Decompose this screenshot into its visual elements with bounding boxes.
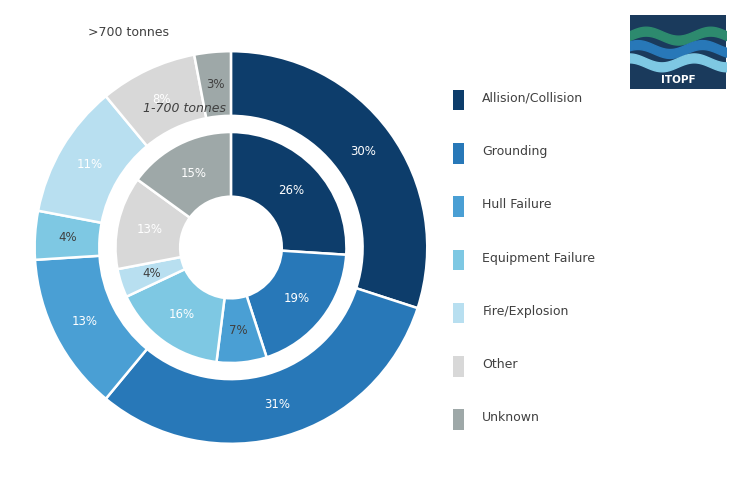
Text: 3%: 3%	[206, 78, 225, 91]
Bar	[453, 356, 464, 377]
Text: 1-700 tonnes: 1-700 tonnes	[143, 102, 226, 115]
Wedge shape	[194, 51, 231, 118]
Text: Equipment Failure: Equipment Failure	[482, 251, 595, 264]
Text: Other: Other	[482, 358, 518, 371]
Text: 7%: 7%	[229, 324, 248, 337]
Text: 19%: 19%	[284, 292, 310, 305]
Text: 4%: 4%	[142, 267, 161, 280]
Text: Hull Failure: Hull Failure	[482, 198, 552, 211]
Wedge shape	[115, 180, 190, 269]
Wedge shape	[231, 132, 346, 255]
Text: >700 tonnes: >700 tonnes	[88, 26, 169, 39]
Bar	[453, 409, 464, 430]
Wedge shape	[127, 269, 224, 362]
Text: 30%: 30%	[351, 145, 376, 157]
Wedge shape	[35, 256, 147, 399]
Wedge shape	[247, 250, 346, 357]
Bar	[453, 249, 464, 270]
Text: 31%: 31%	[264, 398, 290, 411]
Text: Grounding: Grounding	[482, 145, 548, 158]
Text: Allision/Collision: Allision/Collision	[482, 92, 583, 105]
Wedge shape	[231, 51, 427, 308]
Text: 16%: 16%	[169, 308, 195, 321]
Text: 8%: 8%	[152, 93, 171, 105]
Bar	[453, 143, 464, 164]
Text: 15%: 15%	[180, 167, 206, 180]
Text: ITOPF: ITOPF	[661, 75, 695, 85]
Wedge shape	[35, 211, 101, 260]
Bar	[453, 303, 464, 323]
Text: 4%: 4%	[58, 231, 77, 244]
Wedge shape	[138, 132, 231, 218]
Wedge shape	[118, 257, 185, 297]
Wedge shape	[106, 54, 206, 146]
Text: 11%: 11%	[77, 157, 103, 171]
Text: 13%: 13%	[137, 223, 163, 236]
Wedge shape	[106, 288, 418, 444]
Bar	[453, 90, 464, 110]
Text: 13%: 13%	[72, 315, 98, 329]
Text: Unknown: Unknown	[482, 411, 540, 424]
Text: Fire/Explosion: Fire/Explosion	[482, 305, 568, 318]
Wedge shape	[38, 96, 147, 223]
Bar	[453, 197, 464, 217]
Text: 26%: 26%	[279, 184, 305, 197]
Wedge shape	[217, 296, 267, 363]
